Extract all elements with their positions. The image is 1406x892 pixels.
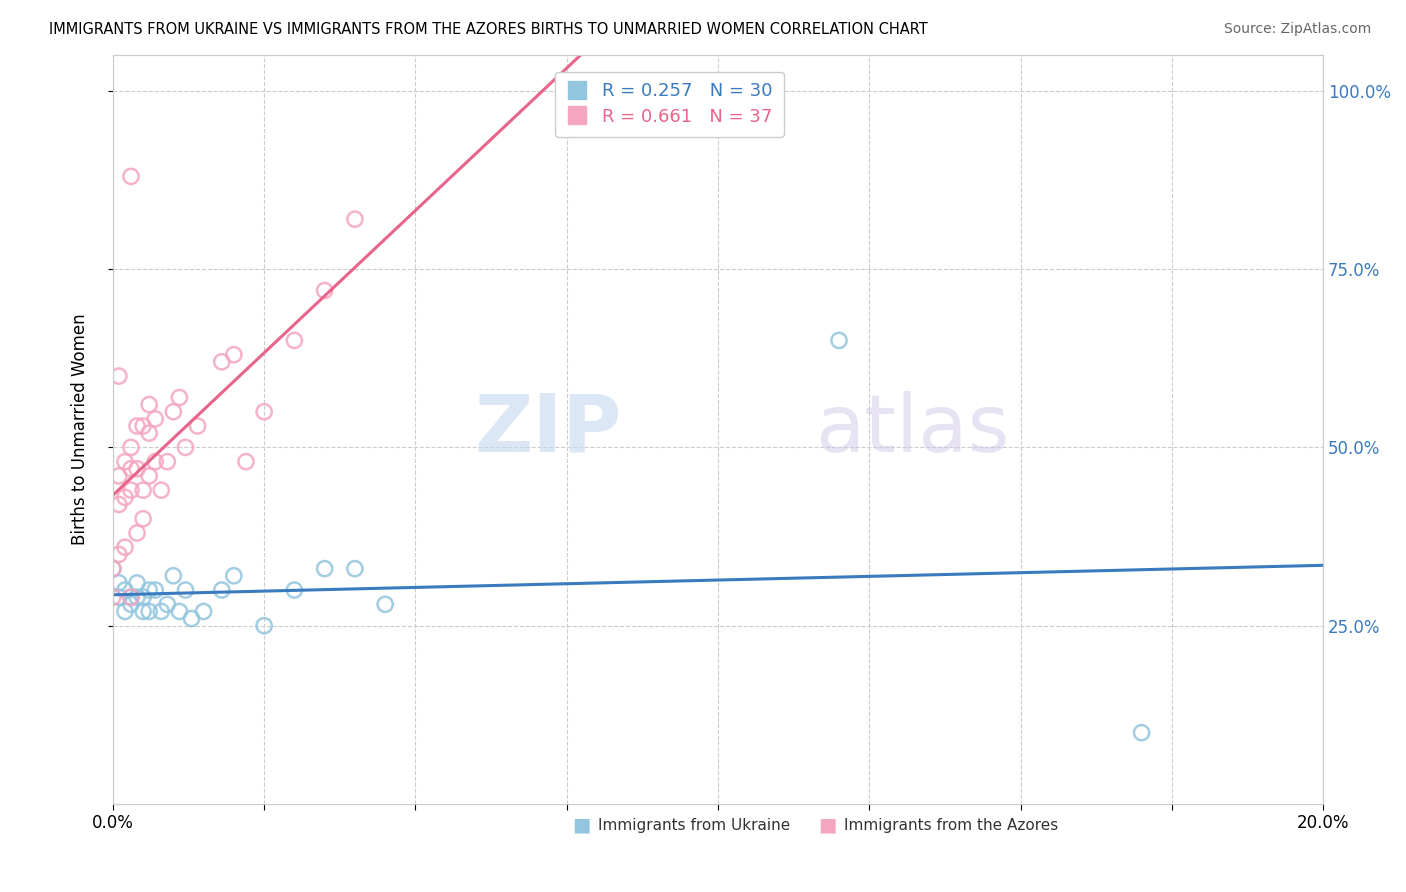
Point xyxy=(180,611,202,625)
Point xyxy=(1130,725,1153,739)
Point xyxy=(138,398,160,412)
Point xyxy=(253,618,276,632)
Point xyxy=(132,483,155,498)
Point xyxy=(125,419,148,434)
Text: Immigrants from Ukraine: Immigrants from Ukraine xyxy=(598,818,790,832)
Point xyxy=(187,419,209,434)
Point xyxy=(314,561,336,575)
Text: ZIP: ZIP xyxy=(474,391,621,468)
Point xyxy=(120,441,142,455)
Point xyxy=(125,590,148,604)
Point xyxy=(120,483,142,498)
Point xyxy=(169,604,191,618)
Point xyxy=(150,483,173,498)
Point xyxy=(162,568,184,582)
Text: atlas: atlas xyxy=(815,391,1010,468)
Point xyxy=(211,355,233,369)
Point xyxy=(343,212,366,227)
Point xyxy=(132,512,155,526)
Point xyxy=(114,455,136,469)
Point xyxy=(283,582,305,597)
Point xyxy=(138,426,160,441)
Point xyxy=(162,405,184,419)
Text: ■: ■ xyxy=(572,815,591,835)
Point xyxy=(222,568,245,582)
Point xyxy=(108,575,131,590)
Point xyxy=(114,582,136,597)
Point xyxy=(108,469,131,483)
Point xyxy=(143,455,166,469)
Point xyxy=(108,590,131,604)
Point xyxy=(374,597,396,611)
Point xyxy=(114,604,136,618)
Point xyxy=(101,590,124,604)
Point xyxy=(120,169,142,184)
Point xyxy=(314,284,336,298)
Point xyxy=(343,561,366,575)
Point xyxy=(108,369,131,384)
Point xyxy=(108,547,131,561)
Point xyxy=(125,575,148,590)
Point xyxy=(120,590,142,604)
Point xyxy=(125,526,148,541)
Point xyxy=(101,561,124,575)
Point xyxy=(222,348,245,362)
Text: Source: ZipAtlas.com: Source: ZipAtlas.com xyxy=(1223,22,1371,37)
Point xyxy=(143,412,166,426)
Point xyxy=(108,498,131,512)
Point xyxy=(132,590,155,604)
Point xyxy=(138,582,160,597)
Point xyxy=(114,491,136,505)
Point xyxy=(120,462,142,476)
Point xyxy=(156,455,179,469)
Point xyxy=(828,334,851,348)
Point xyxy=(138,604,160,618)
Point xyxy=(138,469,160,483)
Point xyxy=(283,334,305,348)
Text: ■: ■ xyxy=(818,815,837,835)
Point xyxy=(120,597,142,611)
Point xyxy=(253,405,276,419)
Text: Immigrants from the Azores: Immigrants from the Azores xyxy=(844,818,1057,832)
Point xyxy=(150,604,173,618)
Point xyxy=(120,590,142,604)
Point xyxy=(174,582,197,597)
Point xyxy=(132,419,155,434)
Legend: R = 0.257   N = 30, R = 0.661   N = 37: R = 0.257 N = 30, R = 0.661 N = 37 xyxy=(555,71,783,136)
Point xyxy=(143,582,166,597)
Point xyxy=(132,604,155,618)
Point xyxy=(235,455,257,469)
Point xyxy=(114,540,136,554)
Point xyxy=(169,391,191,405)
Text: IMMIGRANTS FROM UKRAINE VS IMMIGRANTS FROM THE AZORES BIRTHS TO UNMARRIED WOMEN : IMMIGRANTS FROM UKRAINE VS IMMIGRANTS FR… xyxy=(49,22,928,37)
Point xyxy=(101,561,124,575)
Point xyxy=(211,582,233,597)
Y-axis label: Births to Unmarried Women: Births to Unmarried Women xyxy=(72,314,89,545)
Point xyxy=(156,597,179,611)
Point xyxy=(174,441,197,455)
Point xyxy=(125,462,148,476)
Point xyxy=(193,604,215,618)
